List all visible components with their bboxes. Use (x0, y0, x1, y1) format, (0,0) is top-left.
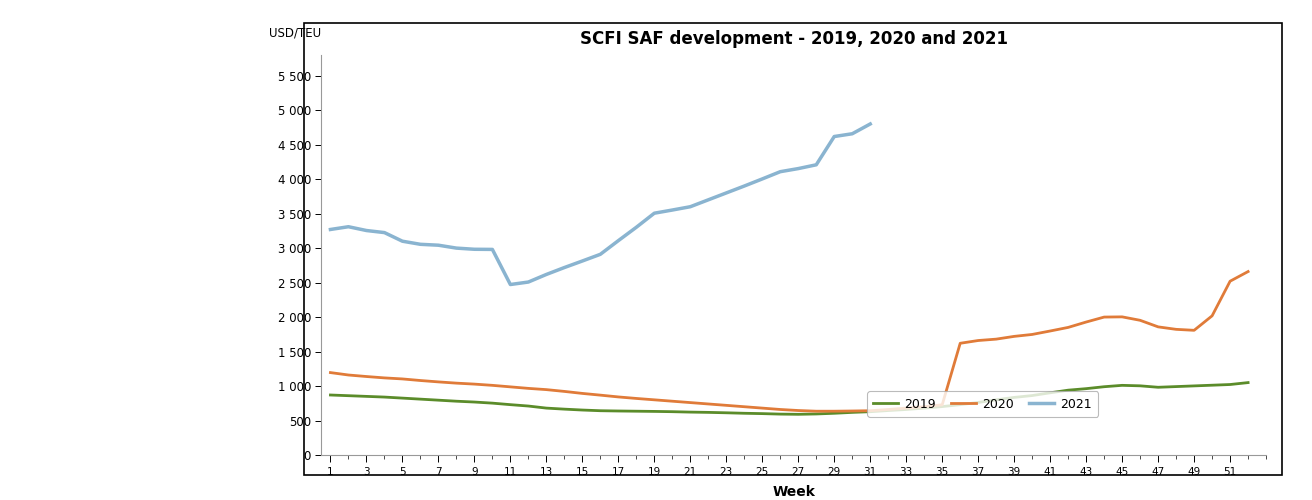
2021 (682, 204, 698, 210)
2021 (647, 210, 663, 216)
2021 (719, 190, 735, 196)
2021 (484, 246, 500, 252)
2020 (323, 370, 338, 376)
2020 (899, 405, 914, 411)
2019 (1240, 380, 1256, 386)
Legend: 2019, 2020, 2021: 2019, 2020, 2021 (867, 391, 1098, 417)
2019 (647, 408, 663, 414)
2021 (556, 264, 572, 270)
2021 (575, 258, 590, 264)
2020 (647, 397, 663, 403)
2021 (538, 272, 554, 278)
2019 (899, 406, 914, 412)
2021 (790, 166, 806, 172)
2021 (664, 207, 680, 213)
2021 (862, 121, 878, 127)
2021 (754, 176, 770, 182)
2021 (395, 238, 411, 244)
2021 (377, 230, 392, 235)
2020 (754, 405, 770, 411)
2021 (502, 282, 518, 288)
2020 (395, 376, 411, 382)
Title: SCFI SAF development - 2019, 2020 and 2021: SCFI SAF development - 2019, 2020 and 20… (580, 30, 1008, 48)
2021 (430, 242, 446, 248)
2021 (323, 226, 338, 232)
2021 (358, 228, 374, 234)
Line: 2020: 2020 (331, 272, 1248, 411)
2021 (610, 238, 626, 244)
2021 (521, 279, 537, 285)
2019 (323, 392, 338, 398)
2020 (934, 402, 950, 408)
X-axis label: Week: Week (773, 485, 815, 499)
2021 (341, 224, 357, 230)
2021 (628, 224, 644, 230)
2020 (808, 408, 824, 414)
2021 (845, 131, 861, 137)
2020 (1186, 328, 1202, 334)
Line: 2019: 2019 (331, 382, 1248, 414)
2021 (736, 183, 752, 189)
2021 (808, 162, 824, 168)
2019 (754, 410, 770, 416)
2021 (467, 246, 483, 252)
Line: 2021: 2021 (331, 124, 870, 284)
2019 (934, 404, 950, 409)
2021 (701, 197, 716, 203)
2019 (395, 395, 411, 401)
2021 (827, 134, 842, 140)
2021 (593, 252, 609, 258)
2019 (1186, 383, 1202, 389)
2020 (1240, 268, 1256, 274)
2019 (790, 412, 806, 418)
2021 (449, 245, 464, 251)
Text: USD/TEU: USD/TEU (269, 26, 321, 39)
2021 (773, 168, 789, 174)
2021 (412, 242, 428, 248)
